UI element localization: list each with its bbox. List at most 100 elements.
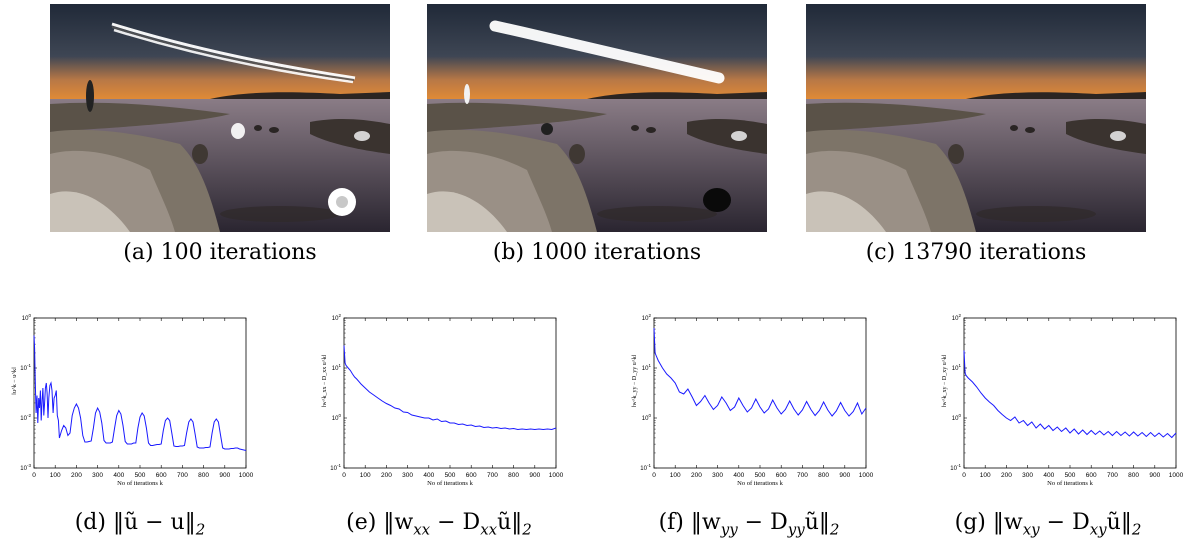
x-tick-label: 300 <box>712 472 723 479</box>
caption-f-p5: 2 <box>829 520 840 539</box>
y-tick-label: 101 <box>952 363 962 372</box>
caption-b-text: 1000 iterations <box>531 240 702 265</box>
x-tick-label: 0 <box>962 472 966 479</box>
x-tick-label: 100 <box>980 472 991 479</box>
chart-d: 0 100 200 300 400 500 600 700 800 900 1000 100 10-1 1… <box>6 312 256 502</box>
caption-f-p4: ũ‖ <box>804 510 830 535</box>
x-tick-label: 900 <box>219 472 230 479</box>
y-tick-label: 10-1 <box>20 363 31 372</box>
plot-frame <box>33 317 247 469</box>
x-tick-label: 800 <box>198 472 209 479</box>
plot-frame <box>963 317 1177 469</box>
series-line <box>33 335 247 451</box>
caption-a-label: (a) <box>123 240 154 265</box>
caption-a-text: 100 iterations <box>160 240 317 265</box>
caption-g-p4: ũ‖ <box>1106 510 1132 535</box>
caption-g-p2: − D <box>1039 510 1090 535</box>
y-tick-label: 100 <box>22 313 32 322</box>
caption-f: (f) ‖wyy − Dyyũ‖2 <box>614 510 884 538</box>
series-line <box>963 350 1177 439</box>
caption-e: (e) ‖wxx − Dxxũ‖2 <box>304 510 574 538</box>
x-tick-label: 400 <box>1043 472 1054 479</box>
caption-g-p5: 2 <box>1131 520 1142 539</box>
y-tick-label: 10-2 <box>20 413 31 422</box>
caption-e-p0: ‖w <box>383 510 414 535</box>
x-tick-label: 800 <box>818 472 829 479</box>
x-axis-label: No of iterations k <box>427 480 473 487</box>
x-tick-label: 400 <box>423 472 434 479</box>
caption-c-text: 13790 iterations <box>902 240 1087 265</box>
y-tick-label: 10-1 <box>330 463 341 472</box>
x-tick-label: 100 <box>670 472 681 479</box>
caption-e-p1: xx <box>413 520 431 539</box>
y-axis-label: ‖u^k − u^k‖ <box>12 367 18 395</box>
y-tick-label: 10-1 <box>950 463 961 472</box>
caption-e-p5: 2 <box>522 520 532 539</box>
caption-e-label: (e) <box>346 510 377 535</box>
caption-g-p1: xy <box>1022 520 1040 539</box>
y-tick-label: 102 <box>952 313 962 322</box>
x-axis-label: No of iterations k <box>1047 480 1093 487</box>
y-tick-label: 102 <box>642 313 652 322</box>
x-tick-label: 1000 <box>239 472 254 479</box>
y-tick-label: 100 <box>952 413 962 422</box>
y-tick-label: 100 <box>332 413 342 422</box>
x-axis-label: No of iterations k <box>737 480 783 487</box>
caption-e-p3: xx <box>480 520 498 539</box>
x-axis-label: No of iterations k <box>117 480 163 487</box>
x-tick-label: 1000 <box>549 472 564 479</box>
x-tick-label: 500 <box>135 472 146 479</box>
caption-b: (b) 1000 iterations <box>427 240 767 265</box>
chart-f: 0 100 200 300 400 500 600 700 800 900 1000 102 101 10… <box>626 312 876 502</box>
x-tick-label: 0 <box>32 472 36 479</box>
y-tick-label: 101 <box>332 363 342 372</box>
caption-a: (a) 100 iterations <box>50 240 390 265</box>
photo-b <box>427 4 767 232</box>
x-tick-label: 200 <box>71 472 82 479</box>
x-tick-label: 900 <box>529 472 540 479</box>
caption-f-p1: yy <box>720 520 738 539</box>
caption-f-p0: ‖w <box>690 510 721 535</box>
caption-g-label: (g) <box>954 510 986 535</box>
caption-g: (g) ‖wxy − Dxyũ‖2 <box>914 510 1182 538</box>
x-tick-label: 300 <box>1022 472 1033 479</box>
caption-c-label: (c) <box>865 240 896 265</box>
y-tick-label: 100 <box>642 413 652 422</box>
caption-d: (d) ‖ũ − u‖2 <box>20 510 260 538</box>
x-tick-label: 300 <box>402 472 413 479</box>
chart-e-svg: 0 100 200 300 400 500 600 700 800 900 1000 102 101 10… <box>322 313 564 487</box>
caption-e-p2: − D <box>430 510 481 535</box>
caption-d-norm: ‖ũ − u‖ <box>112 510 196 535</box>
x-tick-label: 200 <box>691 472 702 479</box>
y-tick-label: 10-1 <box>640 463 651 472</box>
chart-g-svg: 0 100 200 300 400 500 600 700 800 900 1000 102 101 10… <box>942 313 1184 487</box>
x-tick-label: 400 <box>733 472 744 479</box>
caption-f-p3: yy <box>787 520 805 539</box>
chart-e: 0 100 200 300 400 500 600 700 800 900 1000 102 101 10… <box>316 312 566 502</box>
caption-f-p2: − D <box>737 510 788 535</box>
chart-f-svg: 0 100 200 300 400 500 600 700 800 900 1000 102 101 10… <box>632 313 874 487</box>
chart-d-svg: 0 100 200 300 400 500 600 700 800 900 1000 100 10-1 1… <box>12 313 254 487</box>
x-tick-label: 600 <box>466 472 477 479</box>
x-tick-label: 800 <box>1128 472 1139 479</box>
photo-c <box>806 4 1146 232</box>
x-tick-label: 700 <box>487 472 498 479</box>
x-tick-label: 100 <box>360 472 371 479</box>
caption-g-p0: ‖w <box>992 510 1023 535</box>
x-tick-label: 0 <box>652 472 656 479</box>
x-tick-label: 1000 <box>1169 472 1184 479</box>
x-tick-label: 900 <box>1149 472 1160 479</box>
photo-b-scene <box>427 4 767 232</box>
plot-frame <box>653 317 867 469</box>
x-tick-label: 500 <box>755 472 766 479</box>
y-axis-label: ‖w^k_xy − D_xy u^k‖ <box>942 354 948 407</box>
photo-a-scene <box>50 4 390 232</box>
x-tick-label: 400 <box>113 472 124 479</box>
y-tick-label: 102 <box>332 313 342 322</box>
photo-a <box>50 4 390 232</box>
x-tick-label: 700 <box>1107 472 1118 479</box>
y-axis-label: ‖w^k_xx − D_xx u^k‖ <box>322 354 328 407</box>
caption-c: (c) 13790 iterations <box>806 240 1146 265</box>
y-tick-label: 10-3 <box>20 463 31 472</box>
x-tick-label: 500 <box>445 472 456 479</box>
